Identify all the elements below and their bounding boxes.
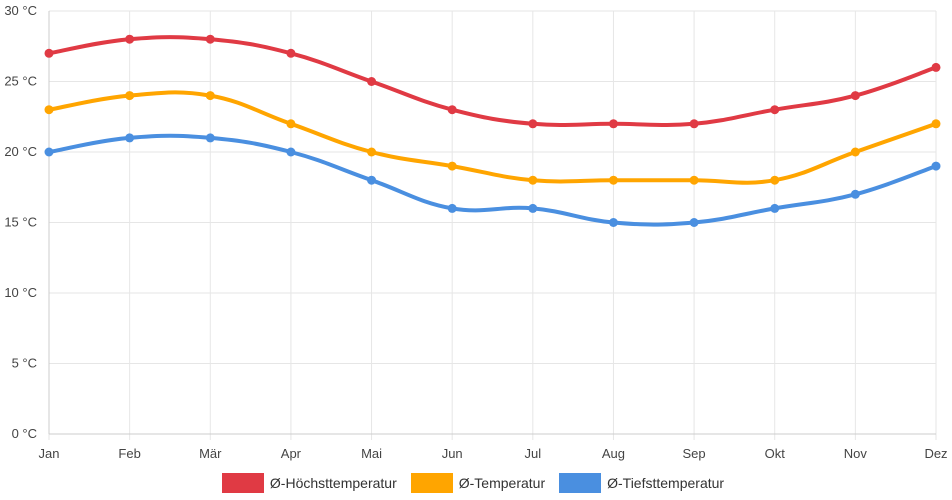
series-line-temperatur — [47, 90, 938, 185]
data-point-hoechst — [931, 62, 941, 72]
series-line-tiefst — [47, 133, 938, 227]
data-point-tiefst — [528, 203, 538, 213]
data-point-tiefst — [205, 133, 215, 143]
data-point-hoechst — [367, 77, 377, 86]
data-point-temperatur — [931, 119, 941, 129]
y-tick-label: 0 °C — [12, 426, 37, 441]
legend-swatch-tiefst — [559, 473, 602, 493]
legend-label-tiefst: Ø-Tiefsttemperatur — [607, 475, 725, 491]
data-point-hoechst — [44, 48, 54, 58]
legend-item-temperatur[interactable]: Ø-Temperatur — [410, 473, 546, 493]
grid — [48, 10, 937, 440]
data-point-temperatur — [608, 175, 618, 185]
y-tick-label: 25 °C — [4, 74, 37, 89]
data-point-hoechst — [528, 119, 538, 129]
x-tick-label: Mai — [361, 446, 382, 461]
data-point-tiefst — [367, 175, 377, 185]
data-point-temperatur — [528, 175, 538, 185]
data-point-temperatur — [205, 91, 215, 101]
legend-swatch-temperatur — [410, 473, 453, 493]
y-axis-ticks: 0 °C 5 °C 10 °C 15 °C 20 °C 25 °C 30 °C — [4, 3, 37, 441]
x-tick-label: Dez — [924, 446, 947, 461]
y-tick-label: 10 °C — [4, 285, 37, 300]
series-tiefst — [44, 133, 941, 227]
data-point-hoechst — [286, 48, 296, 58]
x-tick-label: Jan — [39, 446, 60, 461]
x-tick-label: Nov — [844, 446, 868, 461]
data-point-tiefst — [689, 218, 699, 227]
x-tick-label: Mär — [199, 446, 222, 461]
x-tick-label: Jun — [442, 446, 463, 461]
data-point-temperatur — [44, 105, 54, 115]
data-point-hoechst — [689, 119, 699, 129]
data-point-tiefst — [286, 147, 296, 157]
data-point-temperatur — [850, 147, 860, 157]
data-point-hoechst — [205, 34, 215, 44]
data-point-tiefst — [44, 147, 54, 157]
data-point-hoechst — [770, 105, 780, 115]
data-point-hoechst — [447, 105, 457, 115]
legend-label-temperatur: Ø-Temperatur — [458, 475, 546, 491]
data-point-tiefst — [125, 133, 135, 143]
series-lines — [44, 34, 941, 227]
y-tick-label: 5 °C — [12, 356, 37, 371]
data-point-hoechst — [608, 119, 618, 129]
data-point-temperatur — [125, 91, 135, 101]
data-point-temperatur — [689, 175, 699, 185]
data-point-tiefst — [931, 161, 941, 171]
y-tick-label: 20 °C — [4, 144, 37, 159]
data-point-tiefst — [608, 218, 618, 227]
x-tick-label: Apr — [281, 446, 302, 461]
data-point-tiefst — [447, 203, 457, 213]
data-point-tiefst — [770, 203, 780, 213]
series-hoechst — [44, 34, 941, 129]
data-point-tiefst — [850, 189, 860, 199]
temperature-chart: 0 °C 5 °C 10 °C 15 °C 20 °C 25 °C 30 °C Jan Feb… — [4, 3, 948, 461]
data-point-temperatur — [367, 147, 377, 157]
x-tick-label: Aug — [602, 446, 625, 461]
legend-swatch-hoechst — [221, 473, 264, 493]
x-tick-label: Okt — [765, 446, 786, 461]
x-axis-ticks: Jan Feb Mär Apr Mai Jun Jul Aug Sep Okt Nov Dez — [39, 446, 948, 461]
data-point-hoechst — [125, 34, 135, 44]
x-tick-label: Sep — [683, 446, 706, 461]
x-tick-label: Feb — [118, 446, 140, 461]
legend-item-tiefst[interactable]: Ø-Tiefsttemperatur — [559, 473, 724, 493]
data-point-temperatur — [286, 119, 296, 129]
legend-label-hoechst: Ø-Höchsttemperatur — [269, 475, 397, 491]
x-tick-label: Jul — [525, 446, 542, 461]
data-point-temperatur — [770, 175, 780, 185]
data-point-temperatur — [447, 161, 457, 171]
legend-item-hoechst[interactable]: Ø-Höchsttemperatur — [221, 473, 397, 493]
y-tick-label: 30 °C — [4, 3, 37, 18]
data-point-hoechst — [850, 91, 860, 101]
series-temperatur — [44, 90, 941, 185]
legend: Ø-Höchsttemperatur Ø-Temperatur Ø-Tiefst… — [0, 472, 952, 494]
y-tick-label: 15 °C — [4, 215, 37, 230]
